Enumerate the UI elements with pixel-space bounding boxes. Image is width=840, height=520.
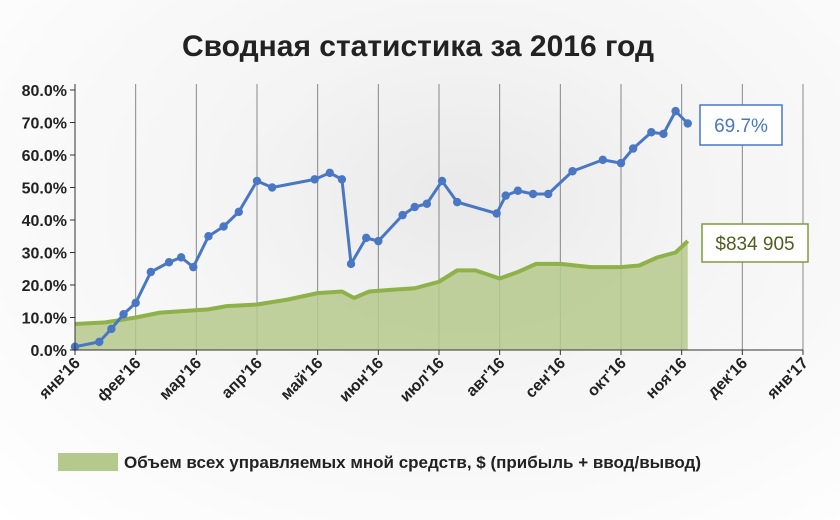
data-point bbox=[107, 324, 116, 334]
data-point bbox=[683, 119, 692, 128]
end-callouts: 69.7% $834 905 bbox=[699, 104, 809, 263]
data-point bbox=[453, 197, 462, 207]
return-callout-box bbox=[699, 104, 783, 146]
x-tick-label: янв'17 bbox=[763, 355, 811, 403]
data-point bbox=[189, 262, 198, 272]
data-point bbox=[422, 199, 432, 208]
legend-swatch bbox=[58, 453, 118, 471]
x-tick-label: авг'16 bbox=[463, 355, 508, 400]
y-tick-label: 10.0% bbox=[22, 311, 67, 328]
y-tick-label: 0.0% bbox=[31, 343, 67, 360]
data-point bbox=[337, 175, 347, 184]
data-point bbox=[362, 233, 371, 243]
data-point bbox=[346, 259, 356, 269]
data-point bbox=[234, 207, 243, 217]
data-point bbox=[628, 144, 638, 153]
data-point bbox=[219, 222, 228, 231]
data-point bbox=[513, 186, 523, 195]
data-point bbox=[176, 253, 186, 262]
y-tick-label: 30.0% bbox=[22, 246, 67, 263]
data-point bbox=[252, 176, 262, 186]
x-tick-label: окт'16 bbox=[584, 355, 629, 400]
chart-title: Сводная статистика за 2016 год bbox=[182, 30, 654, 63]
data-point bbox=[568, 167, 577, 176]
x-tick-label: мар'16 bbox=[156, 355, 205, 404]
data-point bbox=[616, 158, 626, 168]
data-point bbox=[204, 232, 213, 241]
data-point bbox=[492, 209, 501, 218]
y-tick-label: 20.0% bbox=[22, 278, 67, 295]
data-point bbox=[267, 183, 277, 192]
data-point bbox=[310, 175, 319, 184]
data-point bbox=[119, 310, 128, 319]
data-point bbox=[95, 337, 104, 347]
data-point bbox=[398, 210, 407, 220]
x-tick-label: апр'16 bbox=[218, 355, 265, 402]
legend: Объем всех управляемых мной средств, $ (… bbox=[58, 453, 701, 472]
x-tick-label: фев'16 bbox=[94, 355, 144, 405]
data-point bbox=[659, 129, 668, 139]
y-tick-label: 80.0% bbox=[22, 83, 67, 100]
data-point bbox=[544, 189, 553, 199]
x-tick-label: янв'16 bbox=[35, 355, 83, 403]
y-tick-label: 70.0% bbox=[22, 116, 67, 133]
x-tick-label: июн'16 bbox=[336, 355, 387, 406]
x-tick-label: май'16 bbox=[278, 355, 327, 404]
x-tick-label: июл'16 bbox=[397, 355, 448, 406]
assets-callout-box bbox=[701, 223, 809, 263]
data-point bbox=[598, 155, 607, 165]
area-fill bbox=[75, 241, 688, 350]
data-point bbox=[410, 202, 419, 212]
y-tick-label: 60.0% bbox=[22, 148, 67, 165]
return-callout-label: 69.7% bbox=[714, 116, 768, 137]
x-axis-ticks: янв'16 фев'16 мар'16 апр'16 май'16 июн'16 июл'… bbox=[35, 350, 812, 406]
assets-callout-label: $834 905 bbox=[715, 234, 794, 255]
data-point bbox=[164, 258, 174, 267]
data-point bbox=[437, 176, 447, 186]
data-point bbox=[374, 236, 383, 246]
x-tick-label: ноя'16 bbox=[643, 355, 691, 403]
legend-label: Объем всех управляемых мной средств, $ (… bbox=[124, 453, 701, 472]
area-top-line bbox=[74, 239, 690, 326]
data-point bbox=[131, 298, 140, 308]
data-point bbox=[501, 191, 510, 200]
line-series bbox=[70, 106, 692, 351]
x-tick-label: дек'16 bbox=[705, 355, 752, 402]
y-tick-label: 50.0% bbox=[22, 181, 67, 198]
x-tick-label: сен'16 bbox=[522, 355, 569, 402]
y-axis-ticks: 0.0% 10.0% 20.0% 30.0% 40.0% 50.0% 60.0% 70.0% 8… bbox=[22, 83, 75, 360]
data-point bbox=[146, 267, 156, 277]
area-series bbox=[74, 239, 690, 350]
data-point bbox=[671, 106, 680, 116]
data-point bbox=[647, 128, 656, 137]
data-point bbox=[325, 168, 334, 178]
data-point bbox=[528, 189, 538, 199]
y-tick-label: 40.0% bbox=[22, 213, 67, 230]
